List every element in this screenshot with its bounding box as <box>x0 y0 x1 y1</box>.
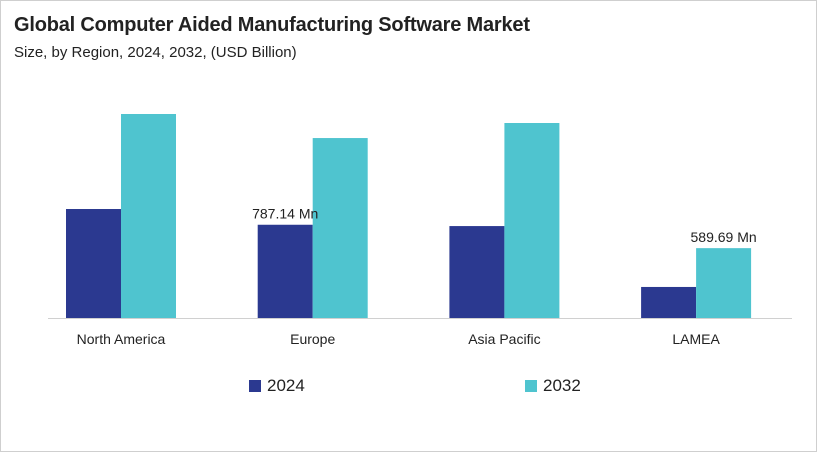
data-label-lamea-2032: 589.69 Mn <box>691 229 757 245</box>
chart-title: Global Computer Aided Manufacturing Soft… <box>14 14 530 36</box>
bar-lamea-2024 <box>641 286 697 318</box>
chart-subtitle: Size, by Region, 2024, 2032, (USD Billio… <box>14 44 297 61</box>
legend-label-2032: 2032 <box>543 376 581 395</box>
bar-north-america-2024 <box>66 209 121 318</box>
data-label-europe-2024: 787.14 Mn <box>252 206 318 222</box>
bar-north-america-2032 <box>121 114 176 318</box>
legend-item-2024: 2024 <box>249 376 305 396</box>
x-tick-label-lamea: LAMEA <box>672 331 720 347</box>
bar-europe-2024 <box>257 224 313 318</box>
legend-swatch-2024 <box>249 380 261 392</box>
legend-item-2032: 2032 <box>525 376 581 396</box>
legend-swatch-2032 <box>525 380 537 392</box>
x-tick-label-europe: Europe <box>290 331 335 347</box>
bar-asia-pacific-2024 <box>449 226 505 318</box>
bar-europe-2032 <box>312 138 368 318</box>
legend-label-2024: 2024 <box>267 376 305 395</box>
bar-asia-pacific-2032 <box>504 123 560 319</box>
x-tick-label-north-america: North America <box>77 331 166 347</box>
x-tick-label-asia-pacific: Asia Pacific <box>468 331 540 347</box>
bar-lamea-2032 <box>696 248 752 318</box>
